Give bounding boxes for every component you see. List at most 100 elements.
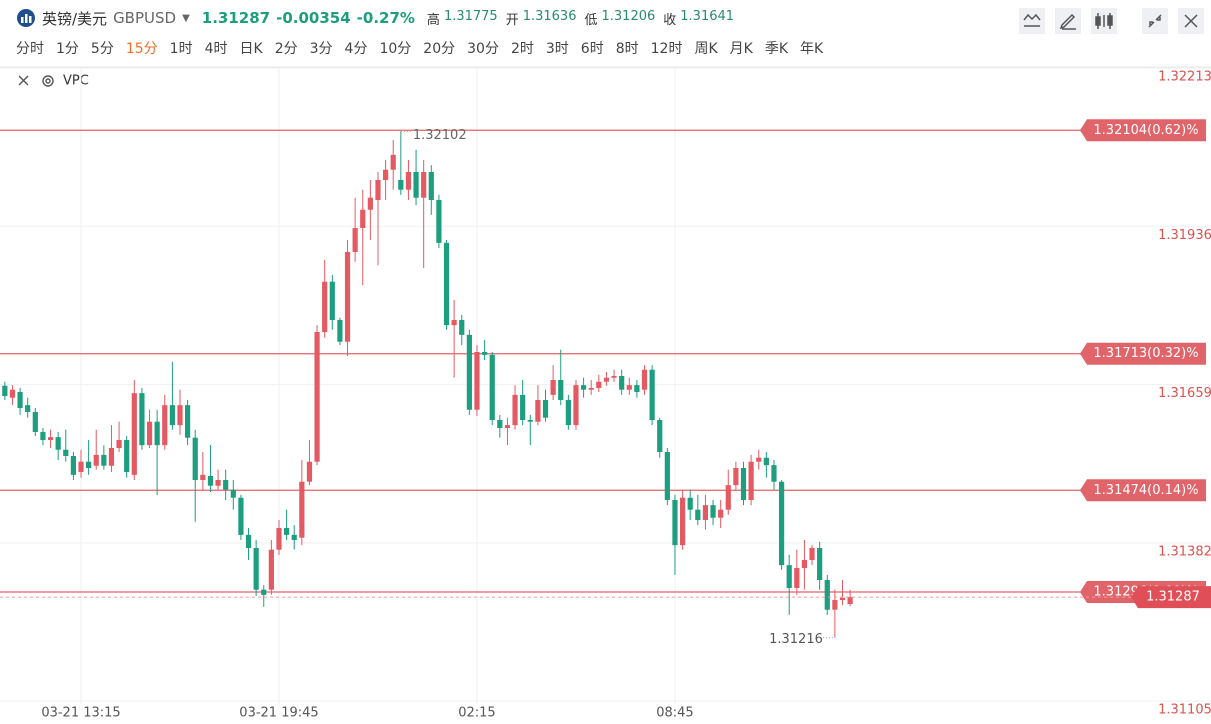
level-badge — [1080, 479, 1206, 502]
timeframe-tab[interactable]: 4分 — [344, 41, 368, 57]
candle-body — [360, 209, 366, 228]
candle-body — [641, 369, 648, 390]
candle-body — [154, 421, 160, 446]
level-label: 1.32104(0.62)% — [1093, 123, 1198, 138]
level-label: 1.31474(0.14)% — [1093, 483, 1198, 498]
candle-body — [63, 449, 69, 456]
header: 英镑/美元 GBPUSD ▼ 1.31287 -0.00354 -0.27% 高… — [16, 6, 738, 30]
y-tick-label: 1.31659 — [1158, 386, 1211, 401]
candle-body — [329, 281, 335, 320]
dropdown-arrow[interactable]: ▼ — [182, 12, 190, 24]
candle-body — [86, 461, 92, 468]
candle-body — [801, 560, 808, 568]
stat-value: 1.31636 — [522, 8, 577, 24]
candle-body — [352, 228, 358, 252]
timeframe-tab[interactable]: 3时 — [545, 41, 569, 57]
timeframe-tab[interactable]: 季K — [764, 41, 789, 57]
toolbar-icons[interactable] — [1019, 8, 1204, 34]
timeframe-tab[interactable]: 年K — [800, 41, 824, 57]
timeframe-tab[interactable]: 12时 — [650, 41, 683, 57]
timeframe-tab[interactable]: 4时 — [204, 41, 228, 57]
candle-body — [459, 320, 465, 335]
candle-body — [124, 440, 130, 472]
candle-body — [672, 500, 678, 546]
stat-value: 1.31775 — [443, 8, 498, 24]
candle-body — [778, 481, 785, 566]
candle-body — [238, 497, 244, 535]
timeframe-tab[interactable]: 15分 — [125, 41, 158, 57]
candle-body — [596, 381, 602, 388]
stat-label: 收 — [663, 12, 677, 28]
candle-body — [512, 394, 518, 426]
timeframe-tab[interactable]: 2分 — [274, 41, 298, 57]
candle-body — [611, 376, 617, 378]
candle-body — [847, 597, 853, 604]
candle-body — [832, 600, 838, 610]
candle-body — [291, 534, 297, 540]
candle-body — [763, 457, 769, 466]
candle-body — [70, 456, 76, 475]
candle-body — [192, 437, 198, 480]
candle-body — [679, 497, 686, 546]
candle-body — [542, 400, 549, 418]
indicator-label: VPC — [63, 74, 89, 89]
indicator-controls[interactable] — [18, 75, 54, 87]
candle-body — [276, 528, 282, 550]
timeframe-tab[interactable]: 分时 — [16, 41, 44, 57]
timeframe-tab[interactable]: 8时 — [615, 41, 639, 57]
candle-body — [565, 400, 571, 426]
candle-body — [207, 476, 214, 486]
timeframe-tab[interactable]: 周K — [694, 41, 718, 57]
candle-body — [215, 480, 221, 486]
candle-body — [573, 385, 579, 426]
timeframe-tab[interactable]: 3分 — [309, 41, 333, 57]
candle-body — [436, 200, 442, 243]
candle-body — [344, 252, 351, 342]
candle-body — [657, 420, 663, 452]
candle-body — [78, 461, 84, 472]
candle-body — [131, 393, 137, 475]
candle-body — [139, 393, 145, 446]
stats: 高 1.31775 开 1.31636 低 1.31206 收 1.31641 — [427, 9, 738, 28]
level-label: 1.31713(0.32)% — [1093, 346, 1198, 361]
candle-body — [390, 154, 396, 170]
stat-value: 1.31206 — [601, 8, 656, 24]
timeframe-tab[interactable]: 日K — [239, 41, 263, 57]
timeframe-tab[interactable]: 10分 — [379, 41, 412, 57]
stat-label: 开 — [505, 12, 519, 28]
timeframe-tab[interactable]: 5分 — [90, 41, 114, 57]
candle-body — [504, 425, 511, 428]
candle-body — [268, 549, 274, 590]
candle-body — [710, 505, 716, 518]
candle-body — [756, 457, 762, 462]
candle-body — [520, 394, 526, 420]
candle-body — [314, 332, 320, 462]
candle-body — [481, 352, 488, 355]
candle-body — [428, 172, 434, 200]
timeframe-tab[interactable]: 1时 — [169, 41, 193, 57]
candle-body — [687, 497, 693, 510]
symbol-code[interactable]: GBPUSD — [113, 9, 177, 27]
timeframe-tab[interactable]: 月K — [729, 41, 753, 57]
timeframe-tab[interactable]: 2时 — [510, 41, 534, 57]
candle-body — [223, 480, 229, 490]
y-tick-label: 1.31936 — [1158, 228, 1211, 243]
candle-body — [413, 172, 419, 198]
candle-body — [375, 180, 381, 200]
timeframe-tab[interactable]: 30分 — [467, 41, 499, 57]
timeframe-tab[interactable]: 20分 — [423, 41, 456, 57]
level-badge — [1080, 342, 1206, 365]
candle-body — [9, 389, 16, 398]
timeframe-tab[interactable]: 6时 — [580, 41, 604, 57]
candle-body — [580, 385, 587, 390]
candle-body — [47, 437, 54, 440]
candle-body — [558, 380, 564, 400]
candle-body — [162, 405, 168, 446]
change: -0.00354 — [276, 9, 351, 27]
candle-body — [101, 454, 107, 466]
timeframe-tab[interactable]: 1分 — [56, 41, 79, 57]
max-label: 1.32102 — [413, 128, 467, 143]
candle-body — [740, 468, 747, 500]
candle-body — [702, 505, 709, 520]
